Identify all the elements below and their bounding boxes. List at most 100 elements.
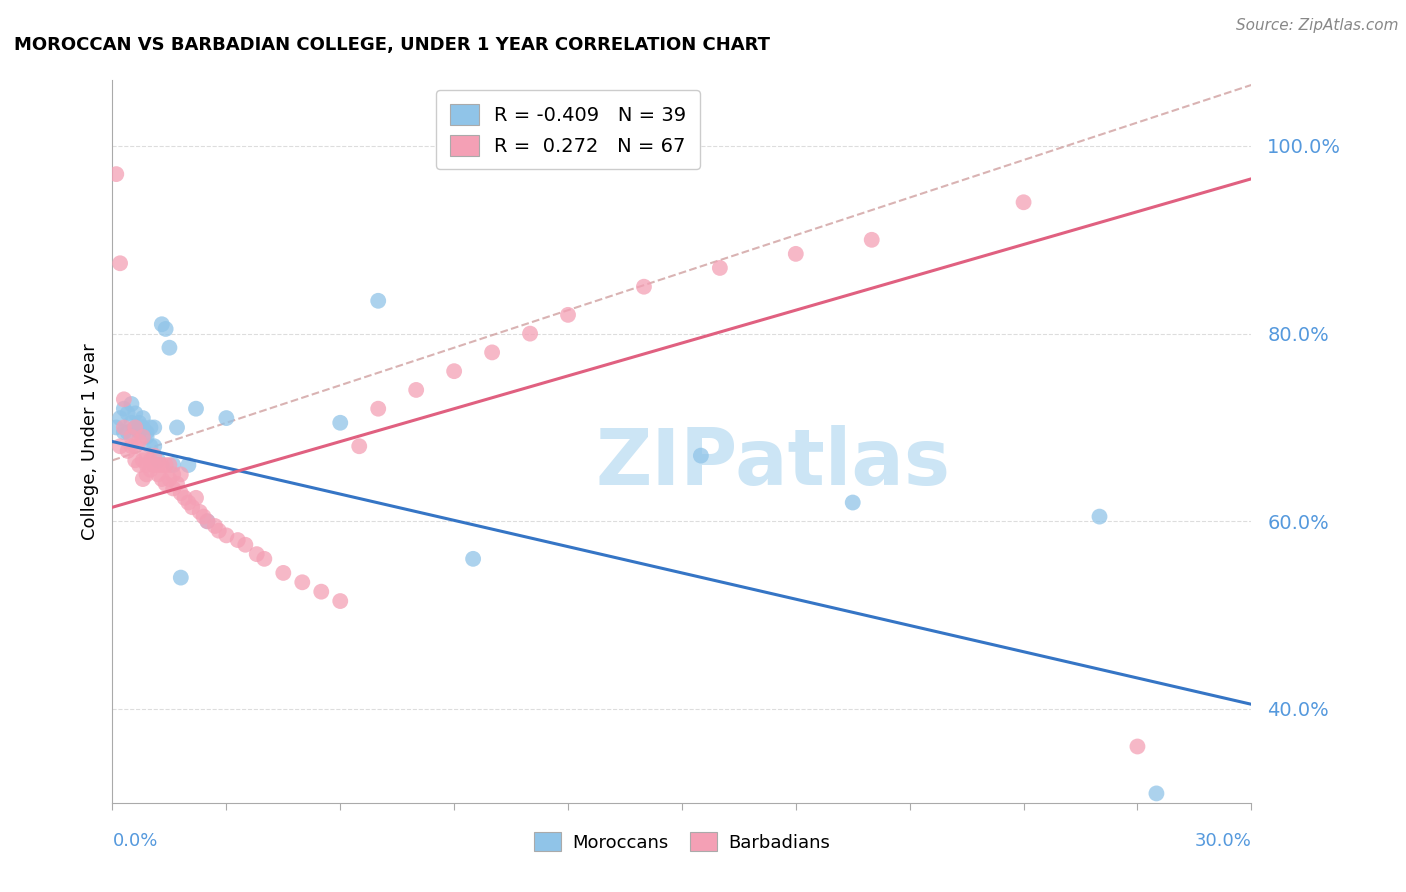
Point <box>443 364 465 378</box>
Point <box>177 458 200 472</box>
Point <box>150 318 173 332</box>
Point <box>128 416 150 430</box>
Point <box>117 444 139 458</box>
Legend: Moroccans, Barbadians: Moroccans, Barbadians <box>527 824 837 859</box>
Point <box>135 467 157 482</box>
Point <box>117 425 139 439</box>
Point <box>124 453 146 467</box>
Point <box>246 547 269 561</box>
Point <box>159 458 180 472</box>
Point <box>481 345 503 359</box>
Point <box>162 482 184 496</box>
Point <box>139 453 162 467</box>
Point <box>132 453 155 467</box>
Point <box>785 247 807 261</box>
Point <box>188 505 211 519</box>
Point <box>146 467 169 482</box>
Point <box>128 425 150 439</box>
Point <box>208 524 231 538</box>
Point <box>1126 739 1149 754</box>
Point <box>184 401 207 416</box>
Point <box>139 439 162 453</box>
Point <box>135 458 157 472</box>
Point <box>162 467 184 482</box>
Point <box>329 416 352 430</box>
Point <box>170 571 193 585</box>
Point <box>159 472 180 486</box>
Point <box>143 439 166 453</box>
Point <box>253 551 276 566</box>
Point <box>128 458 150 472</box>
Point <box>132 411 155 425</box>
Point <box>557 308 579 322</box>
Point <box>112 420 135 434</box>
Point <box>166 476 188 491</box>
Point <box>121 430 143 444</box>
Point <box>146 458 169 472</box>
Point <box>291 575 314 590</box>
Point <box>108 256 131 270</box>
Point <box>519 326 541 341</box>
Y-axis label: College, Under 1 year: College, Under 1 year <box>80 343 98 540</box>
Point <box>633 279 655 293</box>
Point <box>271 566 295 580</box>
Point <box>860 233 883 247</box>
Point <box>215 411 238 425</box>
Point <box>461 551 484 566</box>
Point <box>166 420 188 434</box>
Point <box>159 341 180 355</box>
Point <box>143 449 166 463</box>
Point <box>235 538 257 552</box>
Point <box>155 458 177 472</box>
Point <box>184 491 207 505</box>
Point <box>181 500 204 515</box>
Point <box>124 406 146 420</box>
Point <box>146 453 169 467</box>
Point <box>135 425 157 439</box>
Point <box>124 439 146 453</box>
Point <box>132 472 155 486</box>
Text: 30.0%: 30.0% <box>1195 831 1251 850</box>
Point <box>162 458 184 472</box>
Point <box>150 472 173 486</box>
Point <box>112 392 135 407</box>
Point <box>309 584 333 599</box>
Point <box>135 449 157 463</box>
Point <box>709 260 731 275</box>
Point <box>367 401 389 416</box>
Point <box>349 439 371 453</box>
Point <box>150 458 173 472</box>
Point <box>105 420 128 434</box>
Point <box>132 420 155 434</box>
Text: MOROCCAN VS BARBADIAN COLLEGE, UNDER 1 YEAR CORRELATION CHART: MOROCCAN VS BARBADIAN COLLEGE, UNDER 1 Y… <box>14 36 770 54</box>
Point <box>1012 195 1035 210</box>
Point <box>1088 509 1111 524</box>
Point <box>143 420 166 434</box>
Point <box>195 514 219 528</box>
Point <box>173 491 195 505</box>
Point <box>841 495 863 509</box>
Point <box>405 383 427 397</box>
Point <box>112 401 135 416</box>
Point <box>177 495 200 509</box>
Point <box>105 167 128 181</box>
Point <box>193 509 215 524</box>
Point <box>139 463 162 477</box>
Point <box>155 322 177 336</box>
Point <box>170 467 193 482</box>
Point <box>367 293 389 308</box>
Point <box>121 416 143 430</box>
Point <box>124 420 146 434</box>
Point <box>155 476 177 491</box>
Point <box>121 439 143 453</box>
Point <box>128 420 150 434</box>
Point <box>135 430 157 444</box>
Text: 0.0%: 0.0% <box>112 831 157 850</box>
Text: ZIPatlas: ZIPatlas <box>596 425 950 501</box>
Point <box>195 514 219 528</box>
Point <box>226 533 249 547</box>
Point <box>132 430 155 444</box>
Point <box>112 425 135 439</box>
Point <box>124 420 146 434</box>
Point <box>117 406 139 420</box>
